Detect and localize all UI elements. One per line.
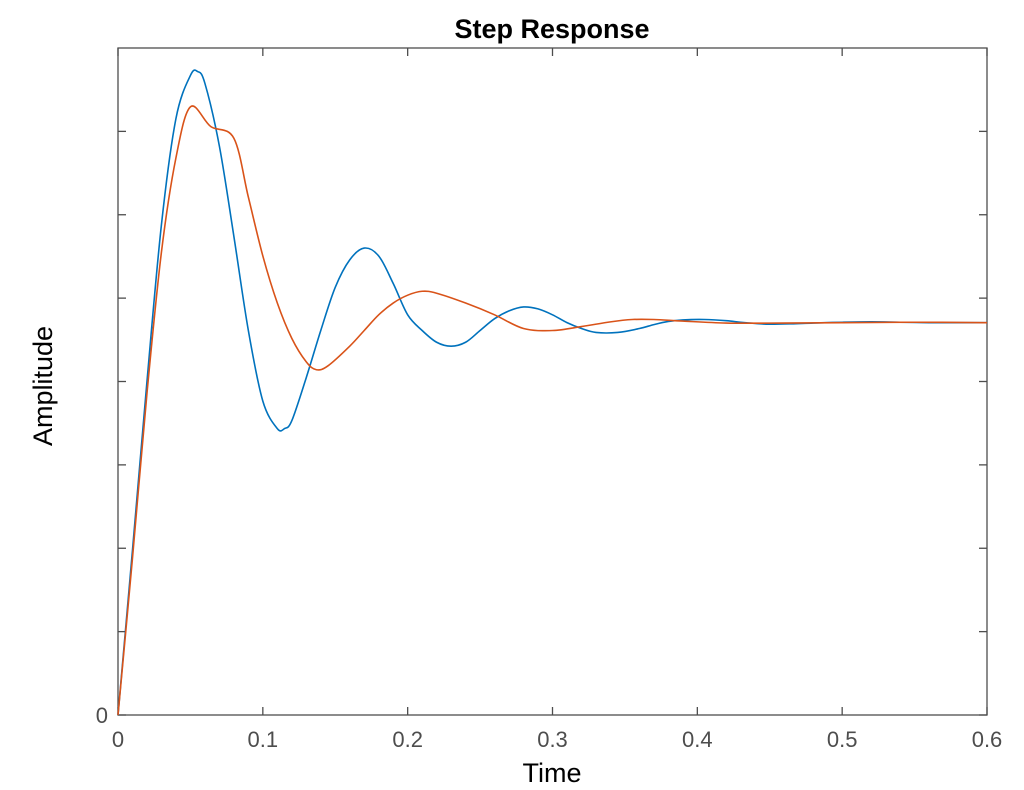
x-tick-label: 0.6	[972, 727, 1003, 752]
y-axis-label: Amplitude	[28, 326, 58, 446]
x-axis-label: Time	[523, 758, 582, 788]
series-line-2	[117, 105, 988, 716]
x-tick-label: 0.1	[248, 727, 279, 752]
series-layer	[117, 69, 988, 716]
axis-ticks	[117, 48, 988, 716]
axis-tick-labels: 0 0.1 0.2 0.3 0.4 0.5 0.6 0	[96, 703, 1003, 752]
chart-title: Step Response	[454, 14, 649, 44]
x-tick-label: 0.3	[537, 727, 568, 752]
x-tick-label: 0.4	[682, 727, 713, 752]
x-tick-label: 0.5	[827, 727, 858, 752]
x-tick-label: 0.2	[392, 727, 423, 752]
x-tick-label: 0	[112, 727, 124, 752]
y-tick-label: 0	[96, 703, 108, 728]
plot-frame	[117, 47, 988, 716]
